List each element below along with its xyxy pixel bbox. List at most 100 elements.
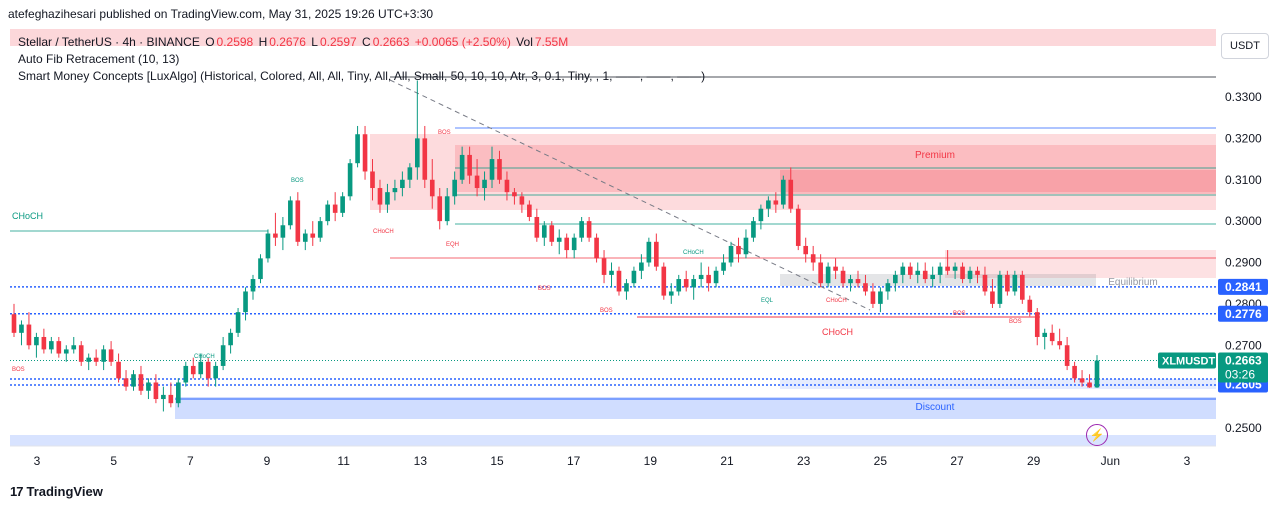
candle — [265, 229, 271, 263]
candle — [893, 270, 898, 292]
candle-body — [295, 200, 301, 242]
candle-body — [1034, 312, 1040, 337]
candle — [624, 279, 629, 300]
candle — [1057, 328, 1062, 350]
candle-body — [86, 357, 92, 362]
candle-body — [1005, 274, 1010, 292]
candle-body — [265, 233, 271, 259]
candle-body — [250, 279, 256, 292]
price-badge-text: 0.2841 — [1225, 280, 1262, 294]
candle-body — [325, 204, 331, 222]
candle-body — [474, 175, 480, 189]
candle-body — [512, 192, 517, 197]
candle — [183, 361, 189, 387]
candle-body — [459, 154, 465, 180]
candle-body — [131, 374, 136, 387]
smc-zones — [10, 29, 1216, 446]
volume-value: 7.55M — [534, 35, 569, 49]
candle — [213, 361, 218, 387]
candle-body — [452, 179, 457, 197]
candle-body — [1072, 365, 1077, 379]
candle-body — [1079, 378, 1085, 383]
candle — [736, 237, 741, 263]
indicator-fib[interactable]: Auto Fib Retracement (10, 13) — [18, 52, 180, 66]
candle-body — [220, 345, 226, 366]
candle — [571, 233, 577, 259]
candle — [497, 150, 502, 184]
candle — [474, 159, 480, 197]
candle-body — [385, 192, 390, 205]
candle — [452, 171, 457, 205]
candle-body — [728, 245, 734, 263]
symbol-legend[interactable]: Stellar / TetherUS · 4h · BINANCE O 0.259… — [18, 35, 570, 49]
candle — [273, 212, 278, 246]
time-tick-label: 15 — [490, 454, 504, 468]
candle-body — [11, 314, 17, 333]
candle-body — [41, 336, 47, 350]
candle — [168, 382, 174, 408]
candle-body — [698, 274, 704, 280]
candle-body — [1049, 332, 1055, 342]
candle — [71, 336, 77, 354]
time-tick-label: 23 — [797, 454, 811, 468]
candle-body — [967, 270, 973, 280]
candle — [1079, 370, 1085, 387]
candle — [773, 192, 779, 213]
candle — [437, 188, 443, 230]
candle — [795, 204, 801, 251]
candle-body — [190, 365, 196, 375]
candle-body — [863, 283, 868, 292]
candle-body — [668, 291, 674, 296]
candle-body — [116, 361, 121, 379]
candle-body — [302, 233, 308, 242]
candle-body — [915, 270, 921, 275]
candle-body — [280, 225, 286, 238]
smc-label: CHoCH — [194, 354, 215, 360]
currency-button[interactable]: USDT — [1221, 33, 1269, 59]
time-axis[interactable]: 3 5 7 9 11 13 15 17 19 21 23 25 27 29 Jun 3 — [10, 445, 1216, 468]
candle — [385, 183, 390, 213]
tradingview-footer[interactable]: 17 TradingView — [10, 484, 103, 499]
smc-label: BOS — [600, 308, 613, 314]
price-axis[interactable]: 0.33000.32000.31000.30000.29000.28000.27… — [1158, 28, 1281, 445]
candle-body — [288, 200, 293, 226]
candle-body — [534, 216, 540, 238]
candle-body — [691, 279, 696, 288]
candle — [661, 262, 667, 300]
candle-body — [467, 154, 472, 176]
time-tick-label: 17 — [567, 454, 581, 468]
candle-body — [355, 134, 360, 164]
symbol-title[interactable]: Stellar / TetherUS · 4h · BINANCE — [18, 35, 200, 49]
candle-body — [952, 266, 958, 271]
candle — [392, 179, 398, 201]
candle-body — [676, 279, 682, 292]
candle — [153, 374, 159, 404]
candle-body — [310, 233, 316, 238]
candle — [1072, 361, 1077, 383]
candle-body — [803, 245, 809, 255]
price-tick-label: 0.3300 — [1225, 90, 1262, 104]
candle — [564, 233, 570, 259]
candle — [176, 378, 181, 408]
candle-body — [639, 262, 644, 271]
candle-body — [101, 349, 106, 362]
candle — [34, 332, 39, 358]
time-tick-label: 7 — [187, 454, 194, 468]
candle — [1012, 270, 1018, 296]
candle — [146, 378, 151, 400]
last-price-text: 0.2663 — [1225, 354, 1262, 368]
price-tick-label: 0.3100 — [1225, 173, 1262, 187]
candle — [646, 237, 652, 267]
tradingview-logo-icon: 17 — [10, 484, 24, 499]
lightning-icon[interactable]: ⚡ — [1086, 424, 1108, 446]
premium-label: Premium — [915, 150, 955, 161]
indicator-smc[interactable]: Smart Money Concepts [LuxAlgo] (Historic… — [18, 69, 706, 83]
candle — [683, 270, 689, 292]
candle — [990, 279, 995, 309]
candle-body — [870, 291, 876, 304]
candle-body — [1027, 299, 1033, 313]
candle — [810, 245, 816, 271]
open-label: O — [205, 35, 215, 49]
price-tick-label: 0.3000 — [1225, 214, 1262, 228]
